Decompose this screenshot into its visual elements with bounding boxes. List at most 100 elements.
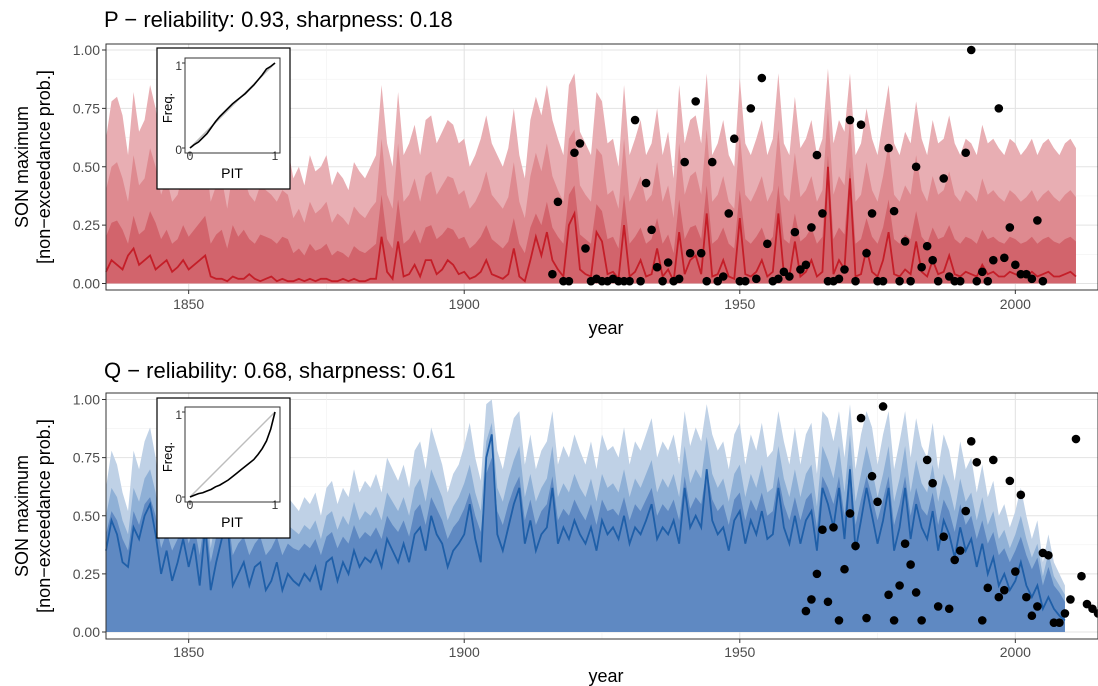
observation-point xyxy=(647,225,656,235)
inset-ytick-0-p: 0 xyxy=(175,143,182,157)
pit-inset-p: 0 1 PIT 1 0 Freq. xyxy=(156,47,291,190)
observation-point xyxy=(630,115,640,125)
y-tick-label: 0.25 xyxy=(73,217,100,233)
observation-point xyxy=(977,616,987,625)
observation-point xyxy=(834,616,844,625)
observation-point xyxy=(740,276,750,286)
observation-point xyxy=(983,583,993,593)
inset-axes-box xyxy=(184,57,281,154)
observation-point xyxy=(961,506,971,516)
observation-point xyxy=(944,604,954,614)
observation-point xyxy=(955,276,965,286)
xlabel-q: year xyxy=(588,666,623,686)
observation-point xyxy=(1093,609,1098,618)
observation-point xyxy=(691,97,700,106)
observation-point xyxy=(983,276,993,286)
observation-point xyxy=(696,248,706,258)
x-tick-label: 1950 xyxy=(724,296,755,312)
x-tick-label: 1900 xyxy=(449,296,480,312)
y-axis-q: 0.00 0.25 0.50 0.75 1.00 xyxy=(73,392,106,640)
observation-point xyxy=(818,525,827,534)
inset-plot-p xyxy=(182,57,281,156)
observation-point xyxy=(856,120,866,130)
y-tick-label: 1.00 xyxy=(73,42,100,58)
observation-point xyxy=(575,139,585,148)
observation-point xyxy=(955,546,965,555)
inset-ylabel-q: Freq. xyxy=(160,442,175,472)
observation-point xyxy=(807,595,816,604)
ylabel-q-line2: [non−exceedance prob.] xyxy=(34,419,54,613)
median-line-q xyxy=(105,434,1066,622)
observation-point xyxy=(707,157,717,167)
observation-point xyxy=(856,413,866,423)
observation-point xyxy=(1033,602,1042,611)
observation-point xyxy=(641,178,651,188)
observation-point xyxy=(933,276,943,286)
inset-frame-p xyxy=(156,47,291,190)
panel-q: Q − reliability: 0.68, sharpness: 0.61 0… xyxy=(12,358,1098,686)
x-axis-p: 1850 1900 1950 2000 xyxy=(173,290,1031,312)
observation-point xyxy=(972,457,982,467)
inset-frame-q xyxy=(156,397,291,539)
observation-point xyxy=(928,255,937,265)
observation-point xyxy=(994,104,1004,113)
observation-point xyxy=(939,532,948,541)
observation-point xyxy=(922,455,932,465)
observation-point xyxy=(862,248,871,258)
observation-point xyxy=(911,162,921,172)
observation-point xyxy=(1027,274,1037,284)
observation-point xyxy=(950,555,960,565)
observation-point xyxy=(757,73,767,83)
inset-xtick-1-q: 1 xyxy=(272,498,279,512)
observation-point xyxy=(867,471,877,481)
x-tick-label: 1950 xyxy=(724,644,755,660)
inset-xlabel-q: PIT xyxy=(221,514,243,530)
observation-point xyxy=(884,143,893,153)
observation-point xyxy=(823,597,833,607)
observation-point xyxy=(548,269,557,279)
observation-point xyxy=(884,590,893,600)
observation-point xyxy=(933,602,943,611)
observation-point xyxy=(988,255,998,265)
inset-pit-curve xyxy=(189,411,276,498)
x-tick-label: 1850 xyxy=(173,296,204,312)
y-tick-label: 1.00 xyxy=(73,392,100,408)
observation-point xyxy=(570,148,579,158)
observation-point xyxy=(845,509,855,518)
inset-diagonal xyxy=(189,411,276,498)
observation-point xyxy=(895,276,904,286)
observation-point xyxy=(774,274,783,284)
observation-point xyxy=(966,45,976,55)
observation-point xyxy=(812,150,822,160)
observation-point xyxy=(1027,611,1037,621)
inset-axes-box xyxy=(184,406,281,503)
observation-point xyxy=(1033,216,1042,225)
observation-point xyxy=(807,223,816,232)
xlabel-p: year xyxy=(588,318,623,338)
observation-point xyxy=(917,616,926,625)
observation-point xyxy=(581,244,590,253)
observation-point xyxy=(658,276,667,286)
observation-point xyxy=(840,265,849,274)
inset-xtick-0-q: 0 xyxy=(187,498,194,512)
inset-xtick-1-p: 1 xyxy=(272,149,279,163)
observation-point xyxy=(674,274,684,284)
ylabel-q-line1: SON maximum xyxy=(12,455,32,577)
observation-point xyxy=(867,209,877,218)
y-tick-label: 0.50 xyxy=(73,159,100,175)
median-line-p xyxy=(105,166,1077,285)
x-tick-label: 1850 xyxy=(173,644,204,660)
y-tick-label: 0.75 xyxy=(73,100,100,116)
x-axis-q: 1850 1900 1950 2000 xyxy=(173,639,1031,660)
observation-point xyxy=(1016,490,1026,500)
observation-point xyxy=(564,276,574,286)
observation-point xyxy=(895,581,904,590)
median-line xyxy=(105,166,1077,285)
observation-point xyxy=(1071,434,1081,444)
observation-point xyxy=(702,276,712,286)
title-q: Q − reliability: 0.68, sharpness: 0.61 xyxy=(104,358,456,383)
observation-point xyxy=(829,523,838,532)
observation-point xyxy=(917,262,926,272)
observation-point xyxy=(851,276,860,286)
observation-point xyxy=(878,402,888,411)
